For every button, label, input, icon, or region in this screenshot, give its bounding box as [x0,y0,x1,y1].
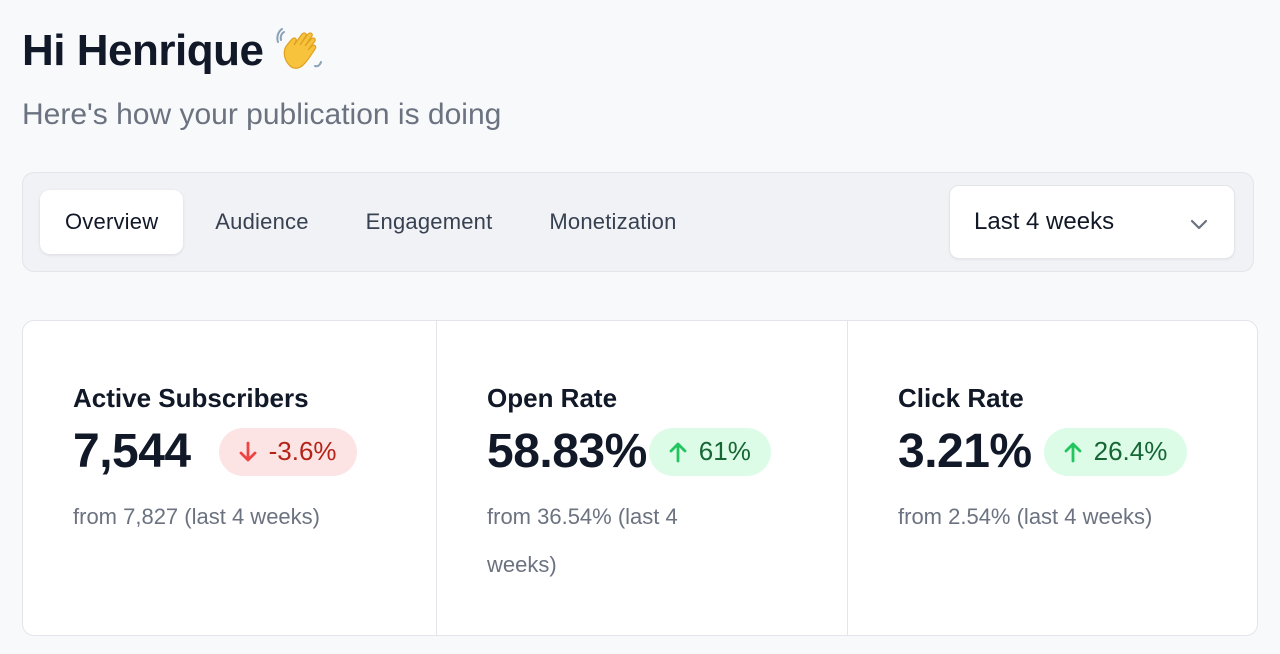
change-badge-down: -3.6% [218,427,357,476]
stat-value: 3.21% [898,425,1032,478]
stat-footnote: from 2.54% (last 4 weeks) [898,504,1153,529]
date-range-value: Last 4 weeks [974,208,1115,235]
stats-panel: Active Subscribers 7,544 -3.6% from 7,82… [22,320,1258,636]
tab-monetization[interactable]: Monetization [549,209,677,234]
tab-engagement[interactable]: Engagement [365,209,493,234]
stat-card-open-rate: Open Rate 58.83% 61% from 36.54% (last 4… [436,321,847,635]
change-value: -3.6% [268,436,337,466]
arrow-down-icon [239,441,257,461]
greeting-text: Hi Henrique [22,26,264,75]
waving-hand-icon [275,26,325,76]
chevron-down-icon [1188,213,1210,231]
stat-label: Click Rate [898,383,1024,413]
page-subtitle: Here's how your publication is doing [22,98,502,131]
date-range-select[interactable]: Last 4 weeks [949,185,1235,259]
tab-list: Overview Audience Engagement Monetizatio… [40,190,709,254]
stat-value-row: 3.21% 26.4% [898,424,1257,479]
stat-footnote: from 7,827 (last 4 weeks) [73,504,320,529]
stat-value: 58.83% [487,425,647,478]
arrow-up-icon [669,442,687,462]
stat-value: 7,544 [73,425,191,478]
dashboard-tab-bar: Overview Audience Engagement Monetizatio… [22,172,1254,272]
arrow-up-icon [1064,442,1082,462]
change-value: 26.4% [1093,436,1168,466]
tab-overview[interactable]: Overview [40,190,184,254]
stat-card-active-subscribers: Active Subscribers 7,544 -3.6% from 7,82… [23,321,436,635]
stat-card-click-rate: Click Rate 3.21% 26.4% from 2.54% (last … [847,321,1257,635]
stat-value-row: 58.83% 61% [487,424,847,479]
change-badge-up: 26.4% [1043,427,1188,476]
page-title: Hi Henrique [22,26,325,76]
stat-label: Active Subscribers [73,383,309,413]
tab-audience[interactable]: Audience [215,209,309,234]
change-value: 61% [698,436,751,466]
stat-label: Open Rate [487,383,618,413]
stat-value-row: 7,544 -3.6% [73,424,436,479]
stat-footnote: from 36.54% (last 4 weeks) [487,504,678,577]
change-badge-up: 61% [648,427,771,476]
